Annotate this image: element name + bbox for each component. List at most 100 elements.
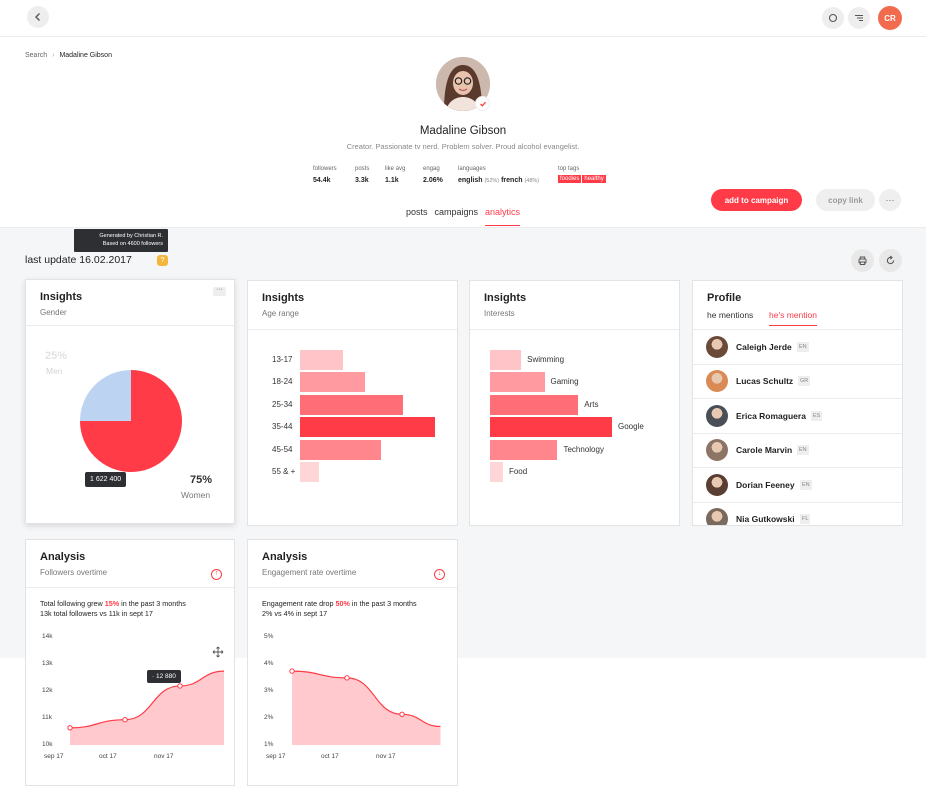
- profile-mentions-card: Profile he mentions he's mention Caleigh…: [692, 280, 903, 526]
- x-tick-label: sep 17: [44, 753, 64, 760]
- person-name: Caleigh Jerde: [736, 342, 792, 352]
- analysis-description: Engagement rate drop 50% in the past 3 m…: [262, 599, 417, 618]
- verified-badge: [475, 96, 490, 111]
- data-point[interactable]: [122, 717, 128, 723]
- refresh-button[interactable]: [879, 249, 902, 272]
- breadcrumb: Search › Madaline Gibson: [25, 52, 112, 59]
- card-title: Insights: [40, 291, 83, 303]
- stat-languages: languages english (52%) french (48%): [458, 166, 540, 184]
- list-item[interactable]: Lucas Schultz GR: [693, 365, 902, 400]
- user-avatar[interactable]: CR: [878, 6, 902, 30]
- bar-gaming[interactable]: [490, 372, 545, 393]
- bar-food[interactable]: [490, 462, 503, 482]
- bar-swimming[interactable]: [490, 350, 522, 370]
- gender-pie-chart: [80, 370, 182, 472]
- more-actions-button[interactable]: ···: [879, 189, 901, 211]
- avatar: [706, 508, 728, 525]
- card-subtitle: Interests: [484, 309, 515, 318]
- interests-insights-card: Insights Interests Swimming Gaming Arts Goo…: [469, 280, 680, 526]
- person-name: Lucas Schultz: [736, 376, 794, 387]
- data-point[interactable]: [344, 675, 350, 681]
- card-subtitle: Followers overtime: [40, 568, 108, 577]
- x-tick-label: nov 17: [154, 753, 174, 760]
- women-label: Women: [181, 490, 211, 500]
- y-tick-label: 1%: [264, 741, 274, 748]
- bar-label: Arts: [584, 399, 599, 409]
- bar-55-[interactable]: [300, 462, 319, 482]
- bar-label: Technology: [563, 444, 604, 454]
- analysis-description: Total following grew 15% in the past 3 m…: [40, 599, 186, 618]
- bar-google[interactable]: [490, 417, 612, 438]
- move-icon[interactable]: [212, 646, 224, 658]
- data-point[interactable]: [177, 683, 183, 689]
- bar-18-24[interactable]: [300, 372, 365, 393]
- tag-healthy[interactable]: healthy: [582, 175, 606, 183]
- avatar: [706, 370, 728, 393]
- avatar: [706, 439, 728, 462]
- breadcrumb-current: Madaline Gibson: [59, 52, 112, 59]
- copy-link-button[interactable]: copy link: [816, 189, 875, 211]
- tab-posts[interactable]: posts: [405, 207, 428, 217]
- bar-label: Food: [508, 467, 528, 476]
- card-subtitle: Gender: [40, 308, 67, 317]
- bar-arts[interactable]: [490, 394, 579, 415]
- bar-label: Swimming: [527, 355, 565, 364]
- x-tick-label: oct 17: [321, 753, 339, 760]
- person-name: Nia Gutkowski: [736, 514, 795, 524]
- bar-label: 25-34: [272, 399, 293, 409]
- bar-technology[interactable]: [490, 439, 558, 460]
- bar-label: Gaming: [550, 377, 579, 387]
- pie-slice-women[interactable]: [80, 370, 182, 472]
- tag-foodies[interactable]: foodies: [558, 175, 582, 183]
- tab-he-mentions[interactable]: he mentions: [707, 310, 754, 320]
- profile-photo: [436, 57, 490, 111]
- avatar: [706, 404, 728, 427]
- men-percentage: 25%: [45, 350, 68, 362]
- bar-13-17[interactable]: [300, 350, 344, 370]
- notifications-button[interactable]: [822, 7, 844, 29]
- tab-hes-mention[interactable]: he's mention: [769, 310, 817, 326]
- menu-button[interactable]: [848, 7, 870, 29]
- bar-45-54[interactable]: [300, 439, 381, 460]
- y-tick-label: 3%: [264, 687, 274, 694]
- language-badge: ES: [811, 410, 823, 421]
- list-item[interactable]: Erica Romaguera ES: [693, 400, 902, 434]
- followers-area-chart: 14k 13k 12k 11k 10k sep 17 oct 17 nov 17: [42, 633, 225, 760]
- bar-label: 13-17: [272, 355, 293, 364]
- pie-slice-men[interactable]: [80, 370, 131, 421]
- language-badge: EN: [800, 479, 812, 490]
- bar-35-44[interactable]: [300, 417, 435, 438]
- bar-25-34[interactable]: [300, 394, 403, 415]
- data-point[interactable]: [399, 711, 405, 718]
- avatar: [706, 336, 728, 358]
- person-name: Carole Marvin: [736, 445, 793, 456]
- x-tick-label: nov 17: [376, 753, 396, 760]
- list-item[interactable]: Carole Marvin EN: [693, 434, 902, 469]
- pie-tooltip: 1 622 400: [85, 472, 127, 487]
- tab-analytics[interactable]: analytics: [485, 207, 521, 226]
- add-to-campaign-button[interactable]: add to campaign: [711, 189, 802, 211]
- generated-tooltip: Generated by Christian R. Based on 4600 …: [74, 229, 168, 252]
- list-item[interactable]: Nia Gutkowski FL: [693, 503, 902, 525]
- y-tick-label: 14k: [42, 633, 53, 640]
- card-title: Analysis: [40, 551, 86, 563]
- tab-campaigns[interactable]: campaigns: [434, 207, 479, 217]
- breadcrumb-root[interactable]: Search: [25, 52, 48, 59]
- engagement-analysis-card: Analysis Engagement rate overtime ↓ Enga…: [247, 539, 458, 786]
- language-badge: FL: [800, 514, 811, 524]
- y-tick-label: 13k: [42, 660, 53, 667]
- list-item[interactable]: Caleigh Jerde EN: [693, 331, 902, 365]
- data-point[interactable]: [67, 725, 73, 731]
- top-bar: CR: [0, 0, 926, 37]
- language-badge: GR: [798, 376, 811, 387]
- back-button[interactable]: [27, 6, 49, 28]
- card-subtitle: Engagement rate overtime: [262, 568, 357, 577]
- profile-bio: Creator. Passionate tv nerd. Problem sol…: [346, 142, 580, 151]
- print-button[interactable]: [851, 249, 874, 272]
- stat-engag: engag 2.06%: [423, 166, 443, 184]
- list-item[interactable]: Dorian Feeney EN: [693, 469, 902, 503]
- info-icon[interactable]: ?: [157, 255, 168, 266]
- data-point[interactable]: [289, 668, 295, 674]
- card-menu-button[interactable]: ···: [213, 286, 226, 296]
- printer-icon: [858, 256, 867, 265]
